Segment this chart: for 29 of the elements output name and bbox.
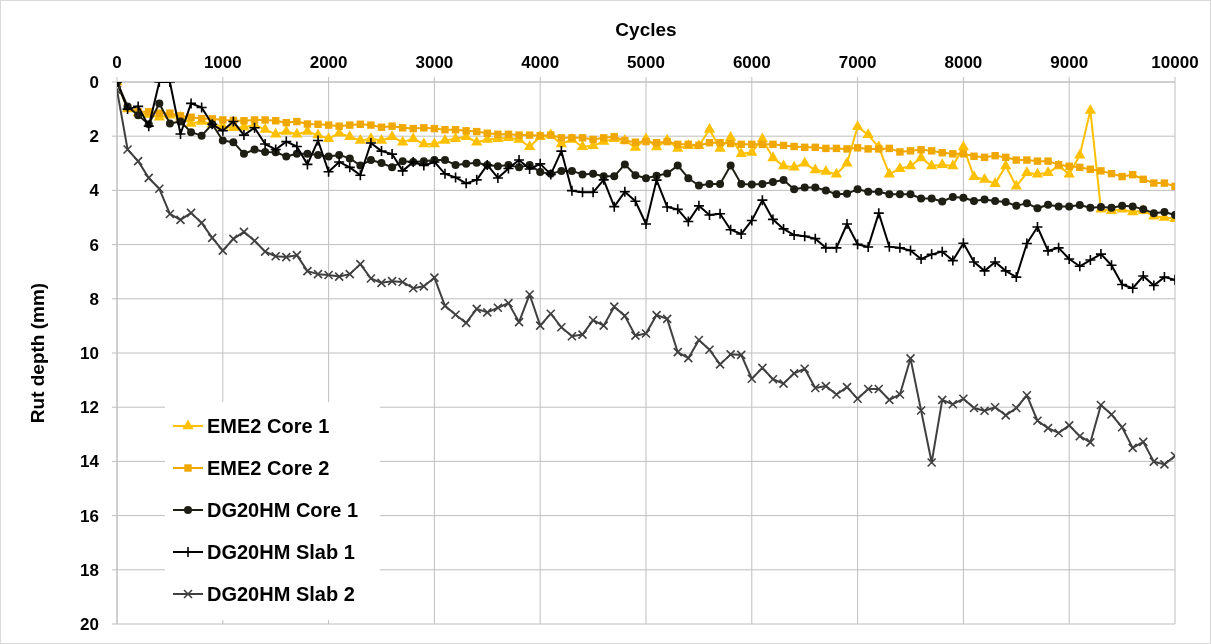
x-tick-label: 8000 [944, 53, 983, 72]
y-tick-label: 2 [89, 127, 99, 147]
x-tick-label: 9000 [1050, 53, 1089, 72]
legend-label: EME2 Core 2 [207, 457, 330, 479]
y-tick-label: 12 [80, 398, 99, 418]
x-axis-title: Cycles [615, 19, 677, 40]
legend-label: EME2 Core 1 [207, 415, 330, 437]
y-tick-label: 16 [80, 506, 99, 526]
x-tick-label: 0 [112, 53, 122, 72]
y-tick-label: 6 [89, 235, 99, 255]
y-tick-label: 4 [89, 181, 100, 201]
legend-label: DG20HM Core 1 [207, 499, 359, 521]
y-tick-label: 18 [80, 560, 99, 580]
y-tick-label: 14 [80, 452, 100, 472]
x-tick-label: 4000 [521, 53, 560, 72]
y-tick-label: 0 [89, 72, 99, 92]
x-tick-label: 6000 [732, 53, 771, 72]
legend-label: DG20HM Slab 2 [207, 583, 355, 605]
x-tick-label: 2000 [309, 53, 348, 72]
x-tick-label: 7000 [838, 53, 877, 72]
legend-label: DG20HM Slab 1 [207, 541, 355, 563]
y-tick-label: 8 [89, 289, 99, 309]
x-tick-label: 5000 [627, 53, 665, 72]
x-tick-label: 10000 [1151, 53, 1199, 72]
y-tick-label: 20 [80, 614, 99, 634]
x-tick-label: 1000 [203, 53, 242, 72]
x-tick-label: 3000 [415, 53, 454, 72]
y-axis-title: Rut depth (mm) [27, 282, 48, 424]
y-tick-label: 10 [80, 343, 99, 363]
